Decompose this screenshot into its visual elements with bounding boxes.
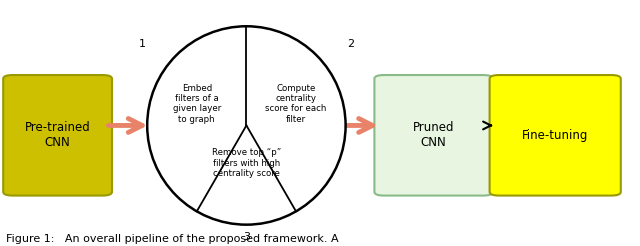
FancyBboxPatch shape [3, 75, 112, 196]
Text: 2: 2 [347, 39, 354, 49]
Text: 1: 1 [139, 39, 146, 49]
FancyBboxPatch shape [490, 75, 621, 196]
Text: Compute
centrality
score for each
filter: Compute centrality score for each filter [266, 84, 326, 124]
Text: Figure 1:   An overall pipeline of the proposed framework. A: Figure 1: An overall pipeline of the pro… [6, 233, 339, 244]
Ellipse shape [147, 26, 346, 225]
Text: Pre-trained
CNN: Pre-trained CNN [25, 121, 90, 149]
Text: Remove top “p”
filters with high
centrality score: Remove top “p” filters with high central… [212, 148, 281, 178]
FancyBboxPatch shape [374, 75, 493, 196]
Text: Fine-tuning: Fine-tuning [522, 129, 588, 142]
Text: Embed
filters of a
given layer
to graph: Embed filters of a given layer to graph [173, 84, 221, 124]
Text: Pruned
CNN: Pruned CNN [413, 121, 454, 149]
Text: 3: 3 [243, 231, 250, 242]
